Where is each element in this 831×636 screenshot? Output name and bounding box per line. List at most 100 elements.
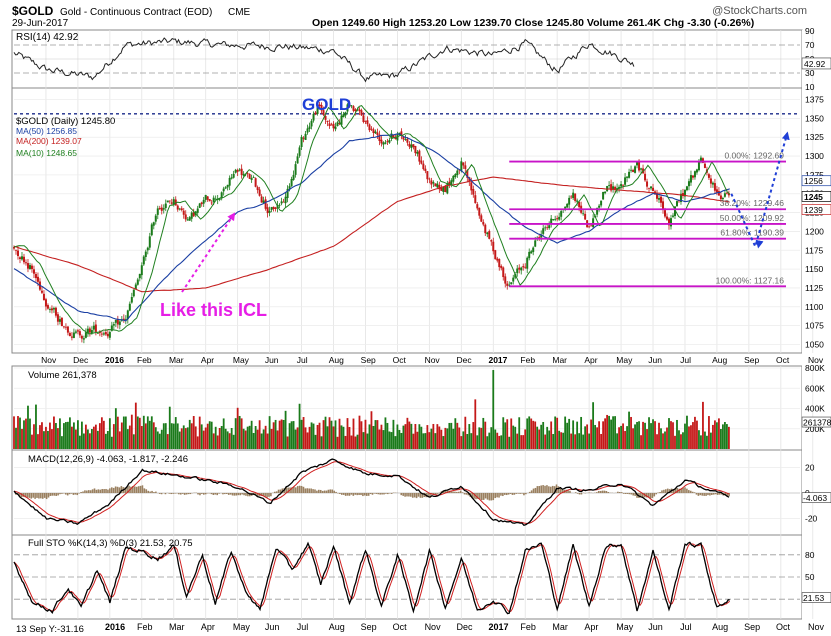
rsi-tick-label: 30 [805, 68, 815, 78]
candle-body [632, 170, 635, 172]
candle-body [76, 330, 79, 332]
volume-bar [174, 417, 177, 449]
candle-body [394, 137, 397, 140]
macd-histogram-bar [373, 493, 376, 494]
volume-bar [158, 433, 161, 449]
volume-bar [35, 404, 37, 449]
volume-bar [322, 420, 325, 449]
candle-body [142, 256, 145, 265]
volume-bar [436, 424, 439, 449]
volume-bar [498, 435, 501, 449]
macd-histogram-bar [143, 488, 146, 493]
candle-body [402, 136, 405, 140]
macd-histogram-bar [26, 493, 29, 498]
candle-body [164, 203, 167, 209]
volume-bar [464, 416, 467, 449]
candle-body [166, 200, 169, 203]
macd-histogram-bar [661, 490, 663, 493]
volume-bar [688, 426, 690, 449]
candle-body [268, 210, 271, 213]
macd-histogram-bar [249, 493, 251, 497]
macd-histogram-bar [578, 493, 581, 495]
macd-histogram-bar [124, 487, 126, 493]
fib-label: 61.80%: 1190.39 [720, 228, 784, 238]
volume-bar [544, 434, 547, 449]
volume-bar [488, 432, 491, 449]
volume-bar [220, 426, 223, 449]
macd-last-label: -4.063 [803, 493, 827, 503]
candle-body [504, 276, 507, 284]
legend-ma200: MA(200) 1239.07 [16, 136, 82, 146]
volume-bar [150, 416, 153, 449]
volume-bar [290, 421, 293, 449]
volume-bar [122, 416, 125, 449]
candle-body [326, 120, 329, 122]
volume-bar [662, 433, 664, 449]
volume-bar [578, 433, 581, 449]
candle-body [478, 207, 481, 216]
candle-body [697, 161, 700, 171]
volume-bar [276, 430, 279, 449]
price-month-label: Feb [520, 355, 535, 365]
volume-bar [318, 422, 321, 449]
candle-body [520, 267, 523, 271]
volume-bar [456, 422, 459, 449]
macd-histogram-bar [691, 491, 694, 493]
volume-bar [702, 401, 704, 449]
candle-body [658, 198, 661, 200]
bottom-month-label: Jun [648, 622, 663, 632]
candle-body [288, 186, 291, 189]
macd-histogram-bar [377, 493, 380, 495]
candle-body [264, 199, 267, 209]
volume-bar [512, 425, 515, 449]
price-month-label: Sep [744, 355, 759, 365]
volume-bar [166, 434, 169, 449]
candle-body [344, 112, 347, 116]
macd-histogram-bar [540, 485, 542, 493]
candle-body [168, 200, 171, 202]
candle-body [679, 193, 682, 202]
candle-body [14, 249, 17, 251]
volume-bar [65, 422, 67, 449]
volume-bar [638, 421, 640, 449]
volume-bar [418, 424, 421, 449]
candle-body [318, 104, 321, 106]
macd-histogram-bar [164, 493, 167, 495]
macd-histogram-bar [179, 493, 182, 495]
candle-body [354, 109, 357, 112]
macd-histogram-bar [139, 485, 142, 493]
macd-histogram-bar [477, 493, 479, 499]
volume-bar [398, 429, 401, 449]
axis-layer: 907050301042.921375135013251300127512501… [41, 26, 831, 632]
candle-body [664, 210, 667, 217]
candle-body [86, 328, 89, 334]
bottom-month-label: 2016 [105, 622, 125, 632]
macd-histogram-bar [528, 491, 531, 493]
candle-body [656, 193, 659, 199]
price-month-label: May [233, 355, 250, 365]
macd-histogram-bar [222, 493, 224, 495]
candle-body [316, 104, 319, 114]
candle-body [378, 134, 381, 141]
macd-histogram-bar [402, 493, 404, 496]
volume-bar [286, 436, 289, 449]
volume-bar [242, 428, 245, 449]
volume-bar [55, 423, 57, 449]
candle-body [486, 232, 489, 235]
candle-body [172, 199, 175, 205]
fib-label: 38.20%: 1229.46 [720, 198, 785, 208]
candle-body [414, 145, 417, 154]
macd-histogram-bar [105, 488, 107, 493]
volume-bar [602, 421, 605, 449]
volume-tick-label: 600K [805, 383, 825, 393]
price-month-label: Aug [329, 355, 344, 365]
candle-body [44, 299, 47, 307]
volume-bar [384, 417, 387, 449]
volume-bar [546, 426, 549, 449]
candle-body [482, 221, 485, 225]
macd-histogram-bar [310, 488, 312, 493]
volume-bar [378, 429, 381, 449]
volume-bar [400, 432, 403, 449]
volume-bar [686, 415, 688, 449]
volume-bar [298, 403, 301, 449]
